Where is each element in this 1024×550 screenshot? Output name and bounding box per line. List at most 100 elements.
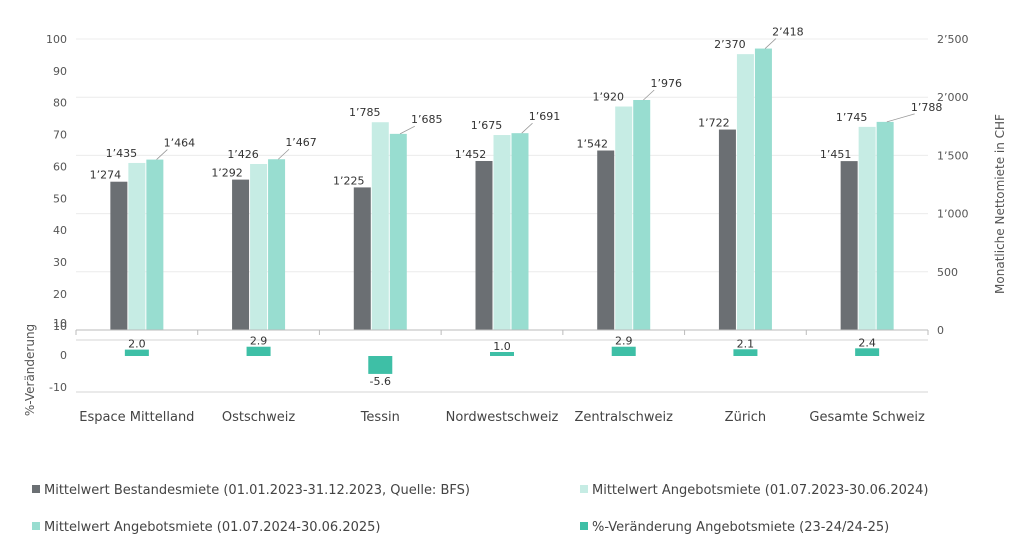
y-right-tick-label: 2’000 [937, 91, 969, 104]
data-label: 1’785 [349, 106, 381, 119]
data-label: 1’691 [529, 110, 561, 123]
bar-1 [232, 179, 250, 330]
leader-line [399, 125, 415, 135]
bar-1 [353, 187, 371, 330]
data-label: 1’467 [285, 136, 317, 149]
pct-bar [124, 349, 149, 356]
y-left-tick-label: 30 [53, 256, 67, 269]
pct-bar [368, 356, 393, 374]
y-right-tick-label: 1’000 [937, 208, 969, 221]
bar-3 [146, 159, 164, 330]
leader-line [277, 148, 290, 160]
data-label: 1’976 [650, 77, 682, 90]
leader-line [764, 38, 777, 49]
y-left-tick-label: 60 [53, 160, 67, 173]
pct-label: 2.9 [615, 335, 633, 348]
category-label: Zentralschweiz [575, 410, 674, 425]
y-left-tick-label: 50 [53, 192, 67, 205]
y-left-lower-title: %-Veränderung [23, 324, 37, 416]
leader-line [156, 149, 168, 160]
legend-label: Mittelwert Bestandesmiete (01.01.2023-31… [44, 483, 470, 498]
bar-3 [268, 159, 286, 330]
y-left-tick-label: 70 [53, 129, 67, 142]
data-label: 1’920 [592, 91, 624, 104]
leader-line [521, 122, 533, 134]
category-label: Ostschweiz [222, 410, 296, 425]
category-label: Nordwestschweiz [446, 410, 559, 425]
data-label: 1’542 [576, 138, 608, 151]
category-label: Zürich [725, 410, 767, 425]
bar-3 [754, 48, 772, 330]
data-label: 1’788 [911, 101, 943, 114]
bar-1 [840, 161, 858, 330]
legend-item-bestandesmiete[interactable]: Mittelwert Bestandesmiete (01.01.2023-31… [32, 483, 470, 498]
y-right-tick-label: 0 [937, 324, 944, 337]
pct-label: 1.0 [493, 340, 511, 353]
bar-3 [633, 99, 651, 331]
bar-2 [736, 54, 754, 331]
leader-line [643, 89, 655, 101]
legend-item-angebotsmiete-2425[interactable]: Mittelwert Angebotsmiete (01.07.2024-30.… [32, 520, 381, 535]
legend-label: Mittelwert Angebotsmiete (01.07.2023-30.… [592, 483, 929, 498]
data-label: 1’225 [333, 174, 365, 187]
bar-1 [110, 181, 128, 330]
legend-swatch [580, 485, 588, 493]
y-left-lower-tick-label: -10 [49, 381, 67, 394]
category-label: Gesamte Schweiz [809, 410, 925, 425]
pct-bar [855, 348, 880, 356]
legend-swatch [32, 485, 40, 493]
pct-label: 2.1 [737, 337, 755, 350]
bar-3 [511, 133, 529, 330]
legend-swatch [580, 522, 588, 530]
y-right-tick-label: 500 [937, 266, 958, 279]
bar-3 [389, 133, 407, 330]
pct-bar [611, 346, 636, 356]
bar-1 [718, 129, 736, 330]
data-label: 1’745 [836, 111, 868, 124]
y-left-tick-label: 80 [53, 97, 67, 110]
bar-1 [475, 160, 493, 330]
pct-label: 2.4 [858, 336, 876, 349]
legend-item-veraenderung[interactable]: %-Veränderung Angebotsmiete (23-24/24-25… [580, 520, 889, 535]
data-labels: 1’274 1’435 1’464 1’292 1’426 1’467 1’225 1’785… [90, 26, 943, 388]
data-label: 1’451 [820, 148, 852, 161]
pct-bar [733, 349, 758, 356]
y-right-title: Monatliche Nettomiete in CHF [993, 114, 1007, 294]
bar-2 [250, 164, 268, 330]
data-label: 1’292 [211, 167, 243, 180]
legend-swatch [32, 522, 40, 530]
bar-2 [615, 106, 633, 331]
data-label: 1’685 [411, 113, 443, 126]
data-label: 1’464 [164, 137, 196, 150]
pct-bar [246, 346, 271, 356]
y-right-tick-label: 1’500 [937, 149, 969, 162]
category-label: Tessin [360, 410, 400, 425]
bars [110, 48, 894, 374]
data-label: 1’722 [698, 117, 730, 130]
y-left-tick-label: 40 [53, 224, 67, 237]
y-left-tick-label: 20 [53, 288, 67, 301]
y-left-tick-label: 100 [46, 33, 67, 46]
pct-label: 2.9 [250, 335, 268, 348]
leader-line [886, 113, 915, 123]
data-label: 2’370 [714, 38, 746, 51]
pct-label: -5.6 [370, 375, 391, 388]
axes: 0 500 1’000 1’500 2’000 2’500 10 20 30 40 50 60 70 80… [46, 33, 969, 425]
data-label: 1’435 [106, 147, 138, 160]
category-label: Espace Mittelland [79, 410, 194, 425]
y-left-tick-label: 10 [53, 320, 67, 333]
legend-item-angebotsmiete-2324[interactable]: Mittelwert Angebotsmiete (01.07.2023-30.… [580, 483, 929, 498]
bar-2 [371, 122, 389, 330]
bar-3 [876, 121, 894, 330]
bar-2 [493, 135, 511, 330]
data-label: 1’452 [455, 148, 487, 161]
pct-bar [490, 352, 514, 356]
bar-1 [597, 150, 615, 330]
legend-label: Mittelwert Angebotsmiete (01.07.2024-30.… [44, 520, 381, 535]
pct-label: 2.0 [128, 338, 146, 351]
bar-2 [128, 162, 146, 330]
data-label: 2’418 [772, 26, 804, 39]
bar-2 [858, 126, 876, 330]
y-left-lower-tick-label: 0 [60, 349, 67, 362]
